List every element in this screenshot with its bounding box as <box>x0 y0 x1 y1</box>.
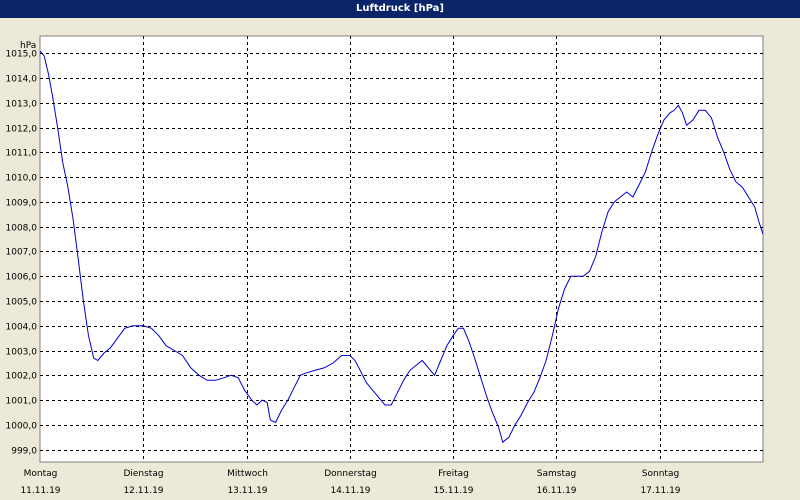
x-tick-date-label: 17.11.19 <box>640 486 680 496</box>
y-tick-label: 1008,0 <box>6 224 38 234</box>
y-tick-label: 1003,0 <box>6 348 38 358</box>
x-tick-date-label: 12.11.19 <box>123 486 163 496</box>
y-tick-label: 1009,0 <box>6 199 38 209</box>
y-tick-label: 1004,0 <box>6 323 38 333</box>
pressure-chart: 999,0 1000,0 1001,0 1002,0 1003,0 1004,0 1005,… <box>6 35 764 496</box>
y-tick-label: 1013,0 <box>6 100 38 110</box>
x-tick-date-label: 11.11.19 <box>20 486 60 496</box>
y-tick-label: 1002,0 <box>6 372 38 382</box>
x-tick-date-label: 14.11.19 <box>330 486 370 496</box>
plot-area <box>39 35 764 463</box>
x-tick-day-label: Donnerstag <box>324 469 377 479</box>
x-tick-day-label: Sonntag <box>642 469 679 479</box>
x-tick-date-label: 13.11.19 <box>227 486 267 496</box>
y-tick-label: 1007,0 <box>6 248 38 258</box>
y-tick-label: 999,0 <box>11 447 37 457</box>
x-tick-date-label: 15.11.19 <box>433 486 473 496</box>
y-tick-label: 1005,0 <box>6 298 38 308</box>
y-tick-label: 1015,0 <box>6 50 38 60</box>
x-tick-day-label: Dienstag <box>123 469 163 479</box>
y-tick-label: 1012,0 <box>6 125 38 135</box>
y-tick-label: 1011,0 <box>6 149 38 159</box>
y-tick-label: 1006,0 <box>6 273 38 283</box>
x-tick-day-label: Mittwoch <box>227 469 268 479</box>
title-bar: Luftdruck [hPa] <box>0 0 800 18</box>
x-tick-day-label: Montag <box>24 469 58 479</box>
pressure-series-line <box>39 50 764 444</box>
y-axis-label: hPa <box>20 41 36 51</box>
y-tick-label: 1000,0 <box>6 422 38 432</box>
y-tick-label: 1010,0 <box>6 174 38 184</box>
x-tick-date-label: 16.11.19 <box>536 486 576 496</box>
x-tick-day-label: Freitag <box>438 469 469 479</box>
x-tick-day-label: Samstag <box>537 469 576 479</box>
y-tick-label: 1014,0 <box>6 75 38 85</box>
y-tick-label: 1001,0 <box>6 397 38 407</box>
chart-title: Luftdruck [hPa] <box>356 3 444 14</box>
